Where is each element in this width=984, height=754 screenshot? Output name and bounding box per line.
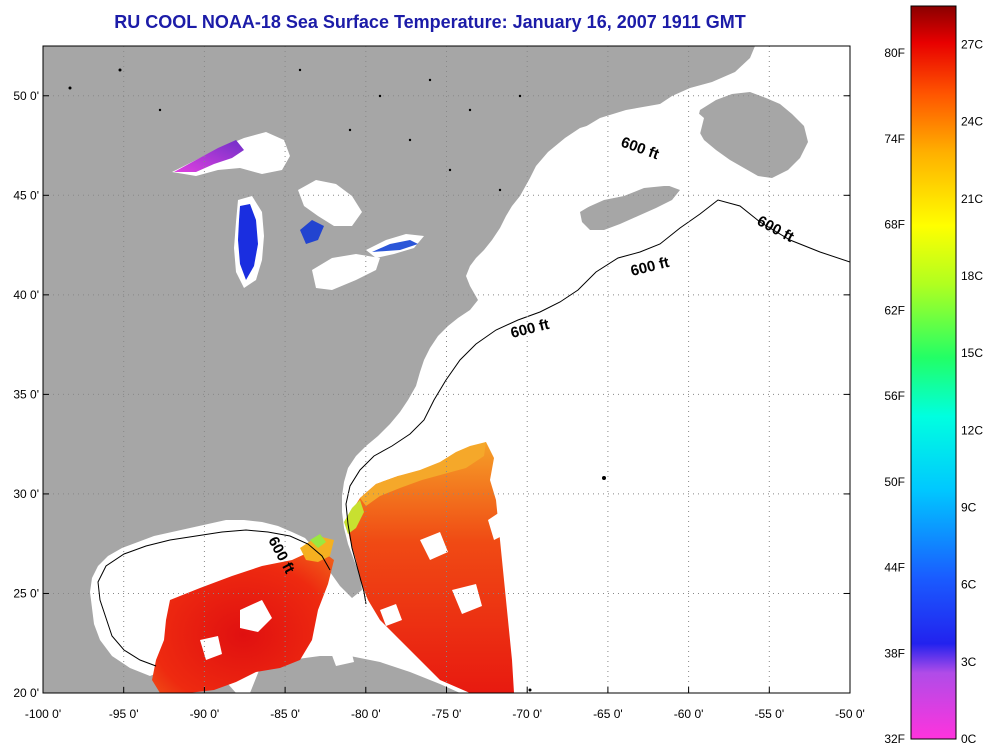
longitude-tick-label: -90 0' — [190, 707, 220, 721]
sst-gulf-cool-edge — [310, 534, 326, 548]
colorbar-celsius-label: 24C — [961, 115, 983, 129]
colorbar-fahrenheit-label: 32F — [884, 732, 905, 746]
sst-atlantic — [346, 442, 514, 693]
colorbar-fahrenheit-label: 44F — [884, 561, 905, 575]
map-plot-area — [43, 46, 850, 693]
colorbar-celsius-label: 18C — [961, 269, 983, 283]
land-cuba — [250, 656, 460, 693]
latitude-tick-label: 35 0' — [13, 387, 39, 401]
colorbar-celsius-label: 9C — [961, 501, 977, 515]
latitude-tick-label: 40 0' — [13, 288, 39, 302]
land-newfoundland — [696, 92, 808, 178]
longitude-tick-labels: -100 0' -95 0' -90 0' -85 0' -80 0' -75 0' -70… — [25, 707, 865, 721]
sst-gulf-warm-edge — [300, 536, 334, 562]
latitude-tick-label: 50 0' — [13, 89, 39, 103]
longitude-tick-label: -75 0' — [432, 707, 462, 721]
colorbar-fahrenheit-label: 80F — [884, 46, 905, 60]
longitude-tick-label: -100 0' — [25, 707, 61, 721]
sst-cool-coastal — [344, 500, 364, 534]
sst-gulf-stream-north — [360, 442, 486, 506]
coastline-dots — [68, 68, 606, 692]
contour-600ft — [345, 199, 850, 605]
colorbar-celsius-label: 12C — [961, 423, 983, 437]
land-nova-scotia — [580, 184, 680, 230]
longitude-tick-label: -85 0' — [270, 707, 300, 721]
map-frame — [42, 45, 851, 694]
colorbar-fahrenheit-labels: 80F 74F 68F 62F 56F 50F 44F 38F 32F — [884, 46, 905, 746]
colorbar-celsius-label: 27C — [961, 38, 983, 52]
latitude-tick-labels: 20 0' 25 0' 30 0' 35 0' 40 0' 45 0' 50 0' — [13, 89, 39, 700]
colorbar-celsius-labels: 27C 24C 21C 18C 15C 12C 9C 6C 3C 0C — [961, 38, 983, 746]
longitude-tick-label: -70 0' — [512, 707, 542, 721]
latitude-tick-label: 30 0' — [13, 487, 39, 501]
longitude-tick-label: -55 0' — [754, 707, 784, 721]
latitude-tick-label: 45 0' — [13, 188, 39, 202]
longitude-tick-label: -50 0' — [835, 707, 865, 721]
colorbar-celsius-label: 15C — [961, 346, 983, 360]
colorbar-celsius-label: 21C — [961, 192, 983, 206]
longitude-tick-label: -80 0' — [351, 707, 381, 721]
colorbar-celsius-label: 6C — [961, 578, 977, 592]
land-north-america — [43, 46, 755, 693]
colorbar-fahrenheit-label: 38F — [884, 646, 905, 660]
colorbar-gradient — [910, 5, 957, 740]
latitude-tick-label: 25 0' — [13, 586, 39, 600]
gulf-st-lawrence — [560, 104, 704, 208]
colorbar-celsius-label: 0C — [961, 732, 977, 746]
colorbar-fahrenheit-label: 56F — [884, 389, 905, 403]
colorbar-fahrenheit-label: 68F — [884, 218, 905, 232]
longitude-tick-label: -65 0' — [593, 707, 623, 721]
map-title: RU COOL NOAA-18 Sea Surface Temperature:… — [114, 12, 746, 32]
longitude-tick-label: -95 0' — [109, 707, 139, 721]
latitude-tick-label: 20 0' — [13, 686, 39, 700]
great-lakes — [172, 132, 424, 290]
colorbar-fahrenheit-label: 50F — [884, 475, 905, 489]
temperature-colorbar: 80F 74F 68F 62F 56F 50F 44F 38F 32F 27C 24C 21C 18C… — [884, 5, 983, 746]
longitude-tick-label: -60 0' — [674, 707, 704, 721]
colorbar-fahrenheit-label: 62F — [884, 303, 905, 317]
colorbar-celsius-label: 3C — [961, 655, 977, 669]
contour-600ft-gulf — [97, 529, 331, 667]
cloud-no-data-patches — [200, 512, 506, 666]
colorbar-fahrenheit-label: 74F — [884, 132, 905, 146]
